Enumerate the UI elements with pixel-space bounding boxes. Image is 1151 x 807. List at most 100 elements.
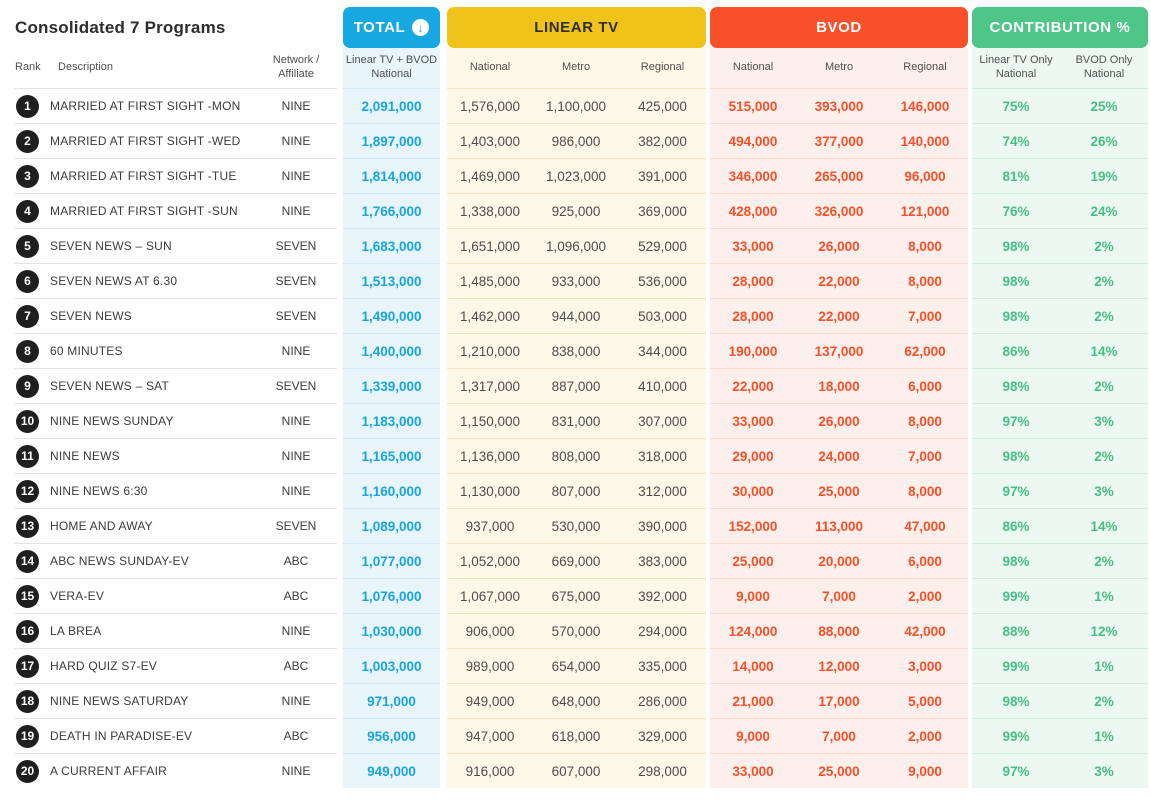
linear-national-value: 1,403,000 — [447, 123, 533, 158]
network-affiliate: NINE — [255, 88, 337, 123]
program-description: HOME AND AWAY — [50, 508, 255, 543]
column-header-rank: Rank — [15, 61, 41, 74]
column-group-total-sort-button[interactable]: TOTAL ↓ — [343, 7, 440, 48]
bvod-metro-value: 7,000 — [796, 578, 882, 613]
bvod-national-value: 29,000 — [710, 438, 796, 473]
linear-national-value: 1,338,000 — [447, 193, 533, 228]
rank-cell: 7 — [15, 298, 50, 333]
bvod-national-value: 33,000 — [710, 753, 796, 788]
total-national-value: 1,513,000 — [343, 263, 440, 298]
column-header-description: Description — [58, 61, 114, 74]
network-affiliate: ABC — [255, 718, 337, 753]
bvod-national-value: 494,000 — [710, 123, 796, 158]
network-affiliate: NINE — [255, 438, 337, 473]
bvod-metro-value: 137,000 — [796, 333, 882, 368]
linear-metro-value: 933,000 — [533, 263, 619, 298]
bvod-only-pct-value: 2% — [1060, 543, 1148, 578]
linear-only-pct-value: 98% — [972, 543, 1060, 578]
linear-national-value: 937,000 — [447, 508, 533, 543]
column-group-linear-tv-header[interactable]: LINEAR TV — [447, 7, 706, 48]
bvod-only-pct-value: 3% — [1060, 753, 1148, 788]
rank-cell: 18 — [15, 683, 50, 718]
linear-national-value: 1,210,000 — [447, 333, 533, 368]
linear-national-value: 1,651,000 — [447, 228, 533, 263]
rank-badge: 5 — [16, 234, 39, 258]
bvod-metro-value: 26,000 — [796, 228, 882, 263]
network-affiliate: NINE — [255, 333, 337, 368]
linear-national-value: 1,462,000 — [447, 298, 533, 333]
bvod-only-pct-value: 19% — [1060, 158, 1148, 193]
linear-only-pct-value: 97% — [972, 403, 1060, 438]
rank-cell: 20 — [15, 753, 50, 788]
network-affiliate: NINE — [255, 473, 337, 508]
bvod-national-value: 124,000 — [710, 613, 796, 648]
bvod-regional-value: 2,000 — [882, 718, 968, 753]
bvod-metro-value: 18,000 — [796, 368, 882, 403]
linear-regional-value: 390,000 — [619, 508, 706, 543]
bvod-national-value: 9,000 — [710, 578, 796, 613]
rank-badge: 12 — [16, 479, 39, 503]
total-group-label: TOTAL — [353, 19, 406, 36]
rank-cell: 12 — [15, 473, 50, 508]
bvod-regional-value: 8,000 — [882, 228, 968, 263]
program-description: NINE NEWS 6:30 — [50, 473, 255, 508]
total-national-value: 1,165,000 — [343, 438, 440, 473]
rank-badge: 3 — [16, 164, 39, 188]
bvod-metro-value: 20,000 — [796, 543, 882, 578]
program-description: MARRIED AT FIRST SIGHT -TUE — [50, 158, 255, 193]
program-description: SEVEN NEWS — [50, 298, 255, 333]
network-affiliate: NINE — [255, 403, 337, 438]
linear-only-pct-value: 86% — [972, 333, 1060, 368]
linear-only-pct-value: 99% — [972, 718, 1060, 753]
column-group-bvod-header[interactable]: BVOD — [710, 7, 968, 48]
bvod-regional-value: 3,000 — [882, 648, 968, 683]
linear-regional-value: 329,000 — [619, 718, 706, 753]
total-national-value: 1,339,000 — [343, 368, 440, 403]
rank-cell: 5 — [15, 228, 50, 263]
bvod-only-pct-value: 2% — [1060, 298, 1148, 333]
rank-cell: 16 — [15, 613, 50, 648]
network-affiliate: SEVEN — [255, 228, 337, 263]
bvod-regional-value: 8,000 — [882, 473, 968, 508]
linear-metro-value: 986,000 — [533, 123, 619, 158]
linear-only-pct-value: 98% — [972, 298, 1060, 333]
bvod-only-pct-value: 1% — [1060, 578, 1148, 613]
linear-metro-value: 654,000 — [533, 648, 619, 683]
rank-cell: 15 — [15, 578, 50, 613]
program-description: NINE NEWS SATURDAY — [50, 683, 255, 718]
linear-only-pct-value: 81% — [972, 158, 1060, 193]
rank-cell: 2 — [15, 123, 50, 158]
linear-regional-value: 383,000 — [619, 543, 706, 578]
linear-metro-value: 675,000 — [533, 578, 619, 613]
linear-metro-value: 1,096,000 — [533, 228, 619, 263]
rank-cell: 4 — [15, 193, 50, 228]
ratings-table: Consolidated 7 Programs TOTAL ↓ LINEAR T… — [15, 7, 1148, 788]
total-national-value: 1,683,000 — [343, 228, 440, 263]
linear-metro-value: 944,000 — [533, 298, 619, 333]
column-header-linear-national: National — [447, 48, 533, 88]
program-description: SEVEN NEWS – SAT — [50, 368, 255, 403]
bvod-only-pct-value: 1% — [1060, 718, 1148, 753]
linear-only-pct-value: 98% — [972, 368, 1060, 403]
bvod-metro-value: 22,000 — [796, 298, 882, 333]
column-group-contribution-header[interactable]: CONTRIBUTION % — [972, 7, 1148, 48]
network-affiliate: SEVEN — [255, 298, 337, 333]
bvod-only-pct-value: 24% — [1060, 193, 1148, 228]
program-description: MARRIED AT FIRST SIGHT -SUN — [50, 193, 255, 228]
bvod-national-value: 28,000 — [710, 298, 796, 333]
linear-metro-value: 808,000 — [533, 438, 619, 473]
total-national-value: 1,003,000 — [343, 648, 440, 683]
bvod-regional-value: 121,000 — [882, 193, 968, 228]
rank-badge: 16 — [16, 619, 39, 643]
bvod-regional-value: 6,000 — [882, 368, 968, 403]
total-national-value: 1,183,000 — [343, 403, 440, 438]
bvod-regional-value: 146,000 — [882, 88, 968, 123]
rank-badge: 17 — [16, 654, 39, 678]
linear-regional-value: 391,000 — [619, 158, 706, 193]
bvod-national-value: 25,000 — [710, 543, 796, 578]
contribution-group-label: CONTRIBUTION % — [989, 19, 1131, 36]
bvod-national-value: 515,000 — [710, 88, 796, 123]
linear-national-value: 1,130,000 — [447, 473, 533, 508]
bvod-metro-value: 265,000 — [796, 158, 882, 193]
column-header-bvod-metro: Metro — [796, 48, 882, 88]
